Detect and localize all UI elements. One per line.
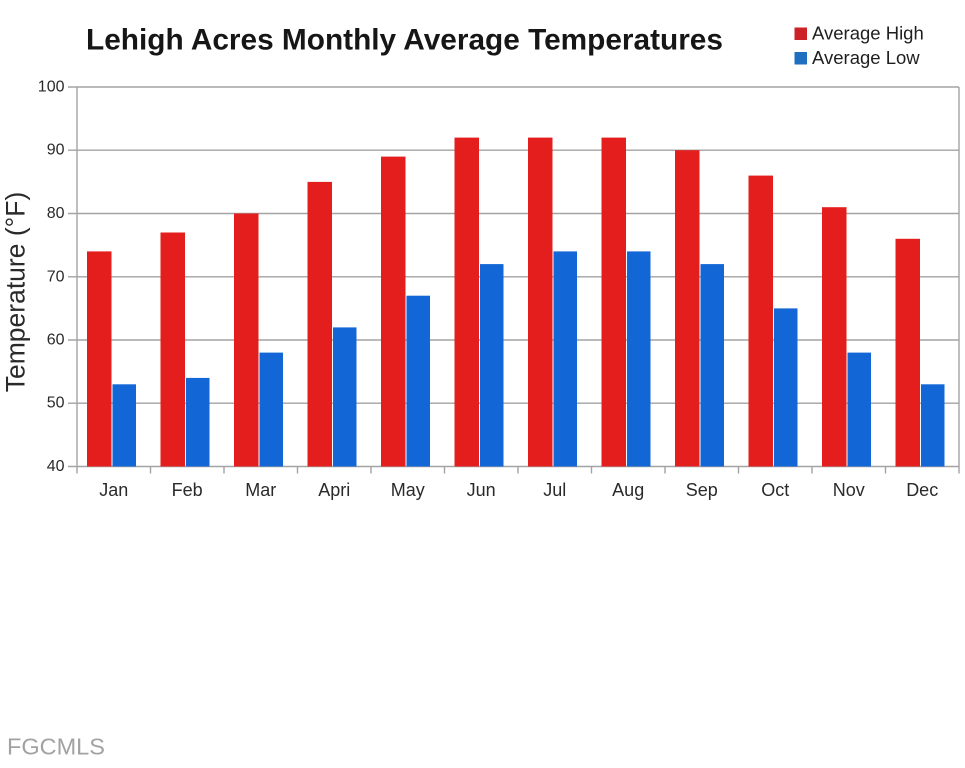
svg-text:Feb: Feb xyxy=(172,480,203,500)
svg-text:Mar: Mar xyxy=(245,480,276,500)
svg-text:40: 40 xyxy=(47,458,65,475)
svg-text:Aug: Aug xyxy=(612,480,644,500)
svg-text:Sep: Sep xyxy=(686,480,718,500)
svg-text:Average Low: Average Low xyxy=(812,47,920,68)
svg-text:Temperature (°F): Temperature (°F) xyxy=(1,192,31,393)
svg-text:100: 100 xyxy=(38,79,65,96)
svg-text:Jul: Jul xyxy=(543,480,566,500)
svg-text:Jan: Jan xyxy=(99,480,128,500)
svg-text:90: 90 xyxy=(47,142,65,159)
svg-text:80: 80 xyxy=(47,205,65,222)
svg-text:Apri: Apri xyxy=(318,480,350,500)
svg-text:Lehigh Acres Monthly Average T: Lehigh Acres Monthly Average Temperature… xyxy=(86,24,723,57)
svg-text:FGCMLS: FGCMLS xyxy=(7,734,105,760)
svg-text:50: 50 xyxy=(47,395,65,412)
svg-text:Oct: Oct xyxy=(761,480,789,500)
svg-text:Nov: Nov xyxy=(833,480,865,500)
svg-text:Average High: Average High xyxy=(812,23,924,44)
svg-text:Dec: Dec xyxy=(906,480,938,500)
svg-text:60: 60 xyxy=(47,332,65,349)
svg-text:May: May xyxy=(391,480,425,500)
svg-text:Jun: Jun xyxy=(467,480,496,500)
svg-text:70: 70 xyxy=(47,268,65,285)
